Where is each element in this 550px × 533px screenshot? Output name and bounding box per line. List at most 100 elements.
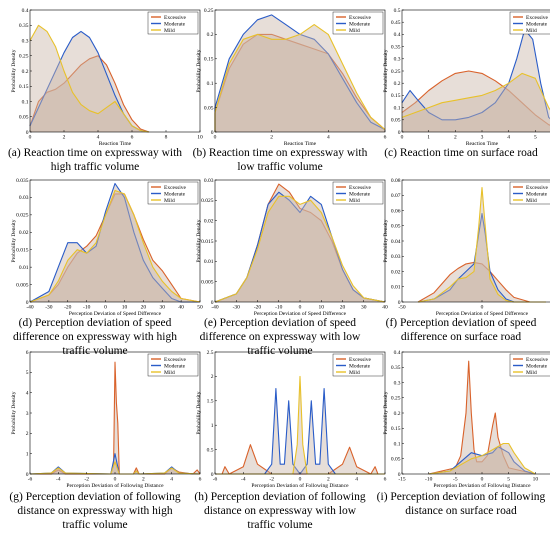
area-excessive — [30, 362, 200, 474]
y-tick-label: 2 — [211, 374, 214, 380]
y-tick-label: 0.2 — [207, 32, 214, 38]
x-axis-label: Reaction Time — [284, 141, 317, 147]
y-tick-label: 0 — [26, 130, 29, 136]
y-tick-label: 0.015 — [201, 239, 214, 245]
y-axis-label: Probability Density — [196, 391, 202, 434]
y-tick-label: 0 — [26, 472, 29, 478]
legend-label-excessive: Excessive — [164, 15, 187, 21]
y-tick-label: 0.015 — [16, 248, 29, 254]
x-tick-label: 40 — [382, 305, 388, 311]
series-line-excessive — [417, 261, 546, 303]
x-tick-label: 20 — [141, 305, 147, 311]
legend-label-moderate: Moderate — [349, 363, 371, 369]
y-tick-label: 0.05 — [391, 118, 401, 124]
x-tick-label: 5 — [507, 477, 510, 483]
area-moderate — [30, 183, 200, 302]
y-tick-label: 0.15 — [391, 426, 401, 432]
x-tick-label: 2 — [270, 135, 273, 141]
x-tick-label: -15 — [398, 477, 406, 483]
y-tick-label: 0.2 — [394, 81, 401, 87]
legend-label-mild: Mild — [164, 198, 175, 204]
x-tick-label: 6 — [384, 135, 387, 141]
series-line-mild — [401, 72, 550, 118]
y-tick-label: 0.15 — [204, 57, 214, 63]
area-excessive — [418, 262, 546, 302]
y-tick-label: 0 — [211, 472, 214, 478]
x-tick-label: -50 — [398, 305, 406, 311]
chart-panel-f: -5005000.010.020.030.040.050.060.070.08P… — [380, 178, 550, 318]
caption-i: (i) Perception deviation of following di… — [376, 491, 546, 517]
y-tick-label: 0.1 — [394, 441, 401, 447]
legend-label-moderate: Moderate — [526, 363, 548, 369]
area-excessive — [402, 71, 550, 132]
area-moderate — [30, 453, 200, 474]
series-line-excessive — [29, 193, 201, 303]
caption-h: (h) Perception deviation of following di… — [194, 491, 366, 531]
x-tick-label: 5 — [534, 135, 537, 141]
y-tick-label: 0 — [211, 300, 214, 306]
y-tick-label: 0.25 — [391, 69, 401, 75]
y-tick-label: 0.4 — [394, 32, 401, 38]
y-tick-label: 0.15 — [19, 84, 29, 90]
x-tick-label: 4 — [327, 135, 330, 141]
area-mild — [30, 461, 200, 474]
x-tick-label: 2 — [63, 135, 66, 141]
x-tick-label: -10 — [425, 477, 433, 483]
y-axis-label: Probability Density — [196, 219, 202, 262]
y-tick-label: 0.15 — [391, 93, 401, 99]
x-tick-label: -4 — [56, 477, 61, 483]
x-axis-label: Perception Deviation of Speed Difference — [436, 310, 529, 317]
y-tick-label: 0.04 — [391, 239, 401, 245]
legend-label-mild: Mild — [349, 198, 360, 204]
chart-panel-d: -40 -30 -20 -10 0 10 20 30 40 50 0 0.005 0.01 0.015 0.… — [8, 178, 204, 318]
series-line-excessive — [29, 55, 150, 133]
y-tick-label: 0.3 — [22, 38, 29, 44]
chart-panel-h: -6 -4 -2 0 2 4 6 0 0.5 1 1.5 2 2.5 Perception Deviati… — [193, 350, 389, 490]
area-mild — [215, 376, 385, 474]
x-tick-label: -20 — [64, 305, 72, 311]
x-tick-label: 4 — [355, 477, 358, 483]
y-tick-label: 0.45 — [391, 20, 401, 26]
y-tick-label: 5 — [26, 370, 29, 376]
x-tick-label: 0 — [299, 477, 302, 483]
area-excessive — [215, 184, 385, 302]
y-tick-label: 0.025 — [16, 213, 29, 219]
area-moderate — [402, 29, 550, 132]
series-line-moderate — [428, 446, 536, 475]
x-tick-label: 0 — [214, 135, 217, 141]
area-excessive — [30, 55, 149, 132]
y-tick-label: 0.2 — [394, 411, 401, 417]
y-tick-label: 0.35 — [19, 23, 29, 29]
x-axis-label: Reaction Time — [466, 141, 499, 147]
chart-svg-g: -6 -4 -2 0 2 4 6 0 1 2 3 4 5 6 Perception Deviation of… — [11, 350, 202, 489]
y-axis-label: Probability Density — [383, 219, 389, 262]
y-tick-label: 0.05 — [204, 105, 214, 111]
y-axis-label: Probability Density — [11, 49, 17, 92]
y-tick-label: 0.35 — [391, 365, 401, 371]
caption-d: (d) Perception deviation of speed differ… — [13, 317, 177, 357]
x-axis-label: Reaction Time — [99, 141, 132, 147]
area-excessive — [215, 34, 385, 132]
x-tick-label: 2 — [454, 135, 457, 141]
series-line-moderate — [29, 182, 200, 303]
y-tick-label: 3 — [26, 411, 29, 417]
x-tick-label: 10 — [319, 305, 325, 311]
x-tick-label: 20 — [340, 305, 346, 311]
x-tick-label: -4 — [241, 477, 246, 483]
chart-panel-b: 0 2 4 6 0 0.05 0.1 0.15 0.2 0.25 Reaction Time Prob… — [193, 8, 389, 148]
y-tick-label: 0.5 — [207, 447, 214, 453]
chart-panel-c: 0 1 2 3 4 5 6 0 0.05 0.1 0.15 0.2 0.25 0.3 0.35 0.4 0.45… — [380, 8, 550, 148]
series-line-moderate — [214, 14, 386, 132]
y-tick-label: 0.06 — [391, 208, 401, 214]
y-tick-label: 0.5 — [394, 8, 401, 14]
legend-label-mild: Mild — [164, 28, 175, 34]
x-tick-label: 40 — [178, 305, 184, 311]
area-mild — [428, 443, 536, 474]
y-tick-label: 0.1 — [207, 81, 214, 87]
area-mild — [215, 24, 385, 133]
x-axis-label: Perception Deviation of Speed Difference — [254, 310, 347, 317]
area-mild — [418, 187, 546, 302]
y-tick-label: 0 — [398, 130, 401, 136]
y-tick-label: 4 — [26, 390, 29, 396]
